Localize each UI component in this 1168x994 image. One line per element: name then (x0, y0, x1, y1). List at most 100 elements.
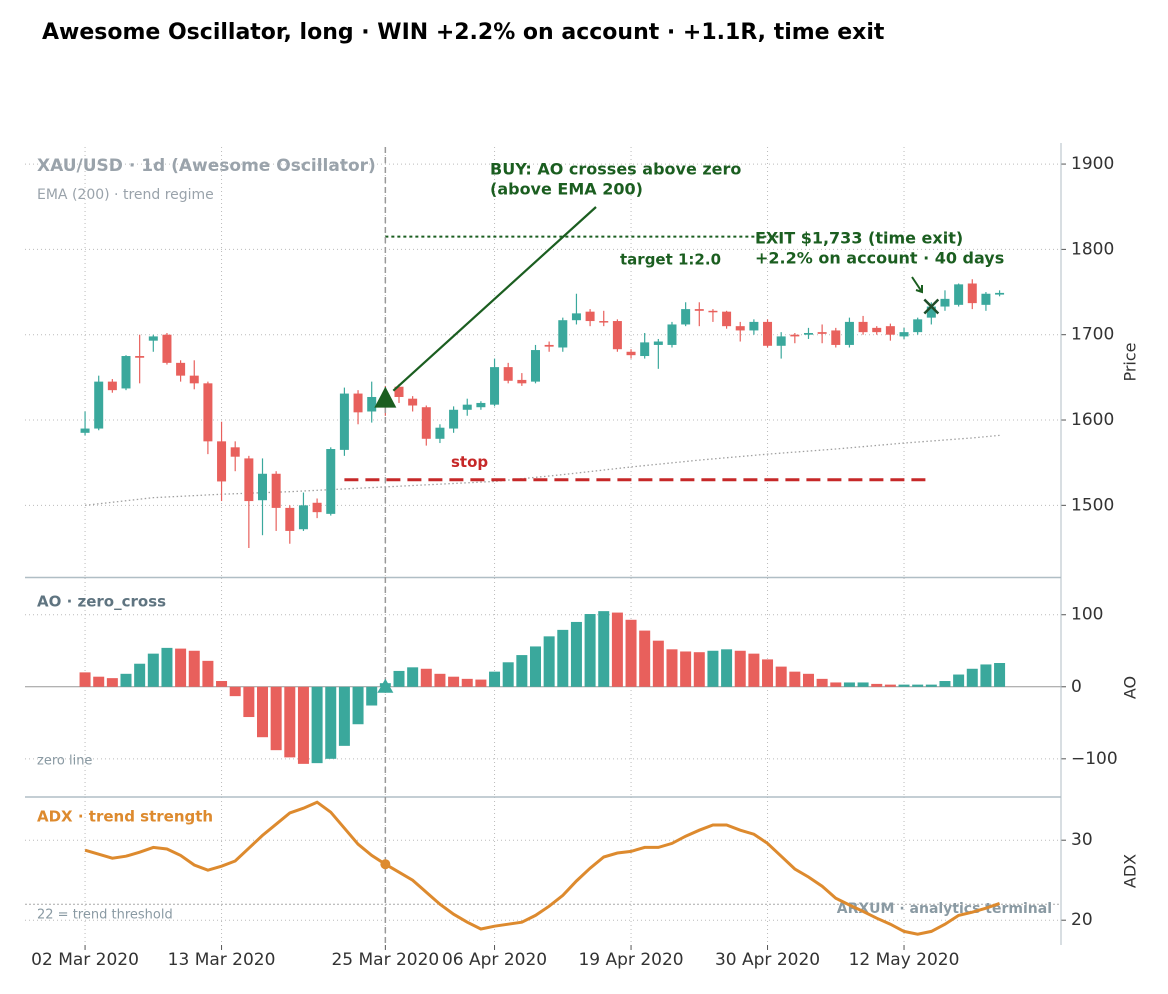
ao-bar (270, 686, 282, 751)
y-tick-label: −100 (1071, 749, 1118, 769)
candle-body (940, 298, 950, 307)
candle-body (230, 447, 240, 457)
ao-bar (147, 653, 159, 687)
ao-bar (680, 651, 692, 687)
candle-body (298, 505, 308, 530)
y-tick-label: 20 (1071, 910, 1093, 930)
ao-bar (325, 686, 337, 759)
candle-body (148, 336, 158, 341)
candle-body (885, 326, 895, 335)
candle-body (462, 404, 472, 410)
ao-bar (843, 682, 855, 687)
candle-body (367, 396, 377, 412)
ao-bar (216, 681, 228, 687)
candle-body (517, 379, 527, 384)
buy-annotation: (above EMA 200) (490, 180, 643, 199)
y-axis-label: AO (1121, 676, 1140, 699)
ao-bar (434, 673, 446, 687)
y-tick-label: 1900 (1071, 154, 1114, 174)
candle-body (776, 336, 786, 346)
entry-marker (374, 386, 397, 408)
buy-arrow (392, 206, 597, 392)
ao-bar (830, 682, 842, 687)
ao-bar (953, 674, 965, 687)
ao-bar (884, 684, 896, 687)
ao-bar (407, 667, 419, 687)
ao-bar (802, 673, 814, 687)
candle-body (258, 473, 268, 501)
ao-bar (93, 676, 105, 687)
candle-body (735, 326, 745, 331)
ao-bar (857, 682, 869, 687)
ao-bar (79, 672, 91, 687)
candle-body (544, 344, 554, 347)
candle-body (203, 383, 213, 442)
ao-bar (311, 686, 323, 764)
ao-bar (693, 652, 705, 687)
candle-body (831, 330, 841, 345)
candle-body (94, 381, 104, 429)
candle-body (681, 309, 691, 325)
x-tick-label: 30 Apr 2020 (715, 950, 820, 970)
ao-bar (748, 653, 760, 687)
ao-bar (352, 686, 364, 725)
ao-bar (925, 684, 937, 687)
candle-body (285, 507, 295, 531)
candle-body (449, 409, 459, 429)
ao-bar (898, 684, 910, 687)
candle-body (571, 313, 581, 321)
candle-body (722, 311, 732, 327)
exit-arrow (911, 276, 923, 294)
candle-body (339, 393, 349, 450)
y-tick-label: 1500 (1071, 495, 1114, 515)
candle-body (667, 324, 677, 345)
candle-body (995, 292, 1005, 295)
x-tick-label: 12 May 2020 (849, 950, 960, 970)
candle-body (708, 310, 718, 313)
ao-bar (257, 686, 269, 738)
candle-body (926, 306, 936, 318)
ao-bar (611, 612, 623, 687)
candle-body (394, 386, 404, 397)
candle-body (585, 311, 595, 322)
candle-body (694, 309, 704, 311)
y-axis-label: ADX (1121, 854, 1140, 888)
ao-bar (448, 676, 460, 687)
zero-line-note: zero line (37, 754, 92, 769)
candle-body (763, 321, 773, 346)
x-tick-label: 13 Mar 2020 (168, 950, 276, 970)
y-tick-label: 1700 (1071, 325, 1114, 345)
candle-body (626, 351, 636, 356)
candle-body (913, 319, 923, 333)
candle-body (271, 473, 281, 508)
candle-body (981, 293, 991, 305)
candle-body (244, 458, 254, 502)
ao-bar (734, 650, 746, 687)
ao-bar (570, 621, 582, 687)
ao-bar (625, 619, 637, 687)
exit-annotation: EXIT $1,733 (time exit) (755, 229, 963, 248)
ao-bar (366, 686, 378, 706)
candle-body (967, 283, 977, 304)
ao-bar (584, 614, 596, 687)
y-tick-label: 30 (1071, 830, 1093, 850)
x-tick-label: 02 Mar 2020 (31, 950, 139, 970)
candle-body (653, 341, 663, 345)
candle-body (107, 381, 117, 391)
candle-body (490, 367, 500, 405)
candle-body (503, 367, 513, 381)
ao-bar (557, 629, 569, 687)
ao-bar (598, 611, 610, 687)
candle-body (217, 441, 227, 482)
ao-bar (871, 683, 883, 687)
candle-body (899, 332, 909, 337)
exit-annotation: +2.2% on account · 40 days (755, 249, 1004, 268)
candle-body (353, 393, 363, 413)
ao-bar (161, 647, 173, 687)
candle-body (312, 502, 322, 513)
ao-bar (284, 686, 296, 758)
adx-marker (380, 859, 391, 870)
y-tick-label: 0 (1071, 677, 1082, 697)
candle-body (421, 407, 431, 439)
